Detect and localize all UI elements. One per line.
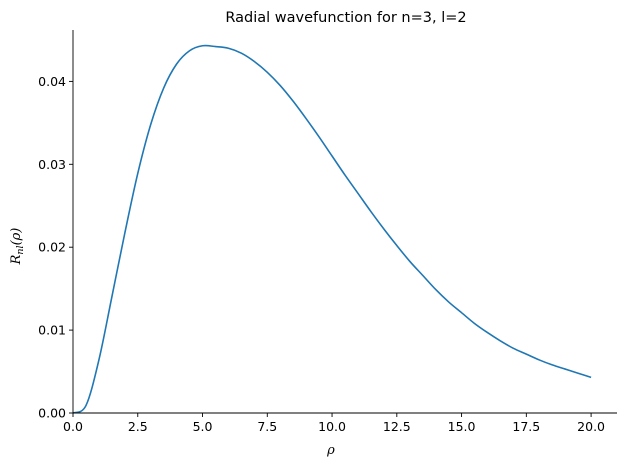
y-tick-label: 0.00 bbox=[38, 406, 66, 421]
y-axis-label-argument: (ρ) bbox=[9, 228, 24, 246]
chart-title: Radial wavefunction for n=3, l=2 bbox=[225, 10, 466, 26]
x-tick-label: 12.5 bbox=[383, 419, 411, 434]
series-line bbox=[72, 44, 592, 414]
y-tick-label: 0.04 bbox=[38, 74, 66, 89]
x-tick-label: 17.5 bbox=[512, 419, 540, 434]
x-tick-label: 0.0 bbox=[63, 419, 83, 434]
x-tick-label: 2.5 bbox=[128, 419, 148, 434]
y-axis-label: Rnl(ρ) bbox=[9, 228, 26, 266]
y-axis-ticks: 0.00 0.01 0.02 0.03 0.04 bbox=[38, 74, 73, 421]
x-axis-label: ρ bbox=[326, 443, 335, 458]
y-tick-label: 0.02 bbox=[38, 240, 66, 255]
y-tick-label: 0.03 bbox=[38, 157, 66, 172]
x-tick-label: 10.0 bbox=[318, 419, 346, 434]
y-axis-label-subscript: nl bbox=[15, 245, 26, 254]
y-tick-label: 0.01 bbox=[38, 323, 66, 338]
x-tick-label: 5.0 bbox=[193, 419, 213, 434]
x-tick-label: 7.5 bbox=[257, 419, 277, 434]
x-tick-label: 15.0 bbox=[448, 419, 476, 434]
x-tick-label: 20.0 bbox=[577, 419, 605, 434]
y-axis-label-base: R bbox=[9, 254, 24, 265]
x-axis-ticks: 0.0 2.5 5.0 7.5 10.0 12.5 15.0 17.5 20.0 bbox=[63, 413, 605, 434]
